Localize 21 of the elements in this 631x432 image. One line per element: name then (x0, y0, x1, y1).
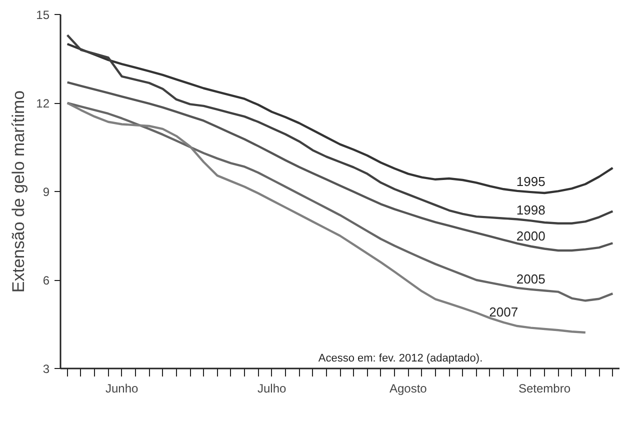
series-label: 1995 (516, 174, 546, 190)
x-tick-label: Agosto (389, 382, 428, 396)
line-series (66, 42, 614, 194)
line-series (66, 102, 587, 334)
y-tick-label: 12 (36, 96, 50, 110)
line-series (66, 102, 614, 302)
x-tick-label: Junho (106, 382, 139, 396)
series-label: 2007 (489, 304, 518, 320)
line-series (66, 34, 614, 224)
y-tick-label: 3 (42, 362, 50, 376)
annotation: Acesso em: fev. 2012 (adaptado). (318, 352, 483, 364)
y-tick-label: 6 (42, 274, 50, 288)
y-tick-label: 15 (36, 8, 50, 22)
series-label: 2005 (516, 271, 546, 286)
series-label: 1998 (516, 202, 546, 218)
series-label: 2000 (516, 228, 546, 244)
x-tick-label: Julho (257, 382, 286, 396)
line-series (66, 81, 614, 252)
y-axis-title: Extensão de gelo marítimo (9, 90, 28, 293)
x-tick-label: Setembro (518, 382, 571, 396)
y-tick-label: 9 (42, 185, 50, 199)
